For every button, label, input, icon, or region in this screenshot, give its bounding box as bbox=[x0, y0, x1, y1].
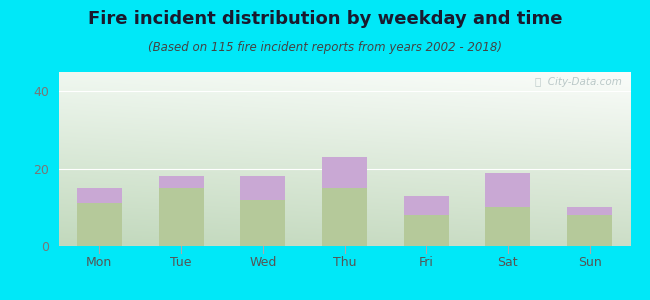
Bar bbox=[240, 176, 285, 200]
Bar bbox=[77, 203, 122, 246]
Bar bbox=[77, 188, 122, 203]
Bar bbox=[486, 172, 530, 207]
Bar bbox=[159, 176, 203, 188]
Bar bbox=[322, 157, 367, 188]
Bar bbox=[404, 196, 448, 215]
Bar bbox=[240, 200, 285, 246]
Bar bbox=[486, 207, 530, 246]
Text: ⓘ  City-Data.com: ⓘ City-Data.com bbox=[535, 77, 622, 87]
Bar bbox=[404, 215, 448, 246]
Text: Fire incident distribution by weekday and time: Fire incident distribution by weekday an… bbox=[88, 11, 562, 28]
Bar bbox=[159, 188, 203, 246]
Bar bbox=[322, 188, 367, 246]
Bar bbox=[567, 207, 612, 215]
Bar bbox=[567, 215, 612, 246]
Text: (Based on 115 fire incident reports from years 2002 - 2018): (Based on 115 fire incident reports from… bbox=[148, 40, 502, 53]
